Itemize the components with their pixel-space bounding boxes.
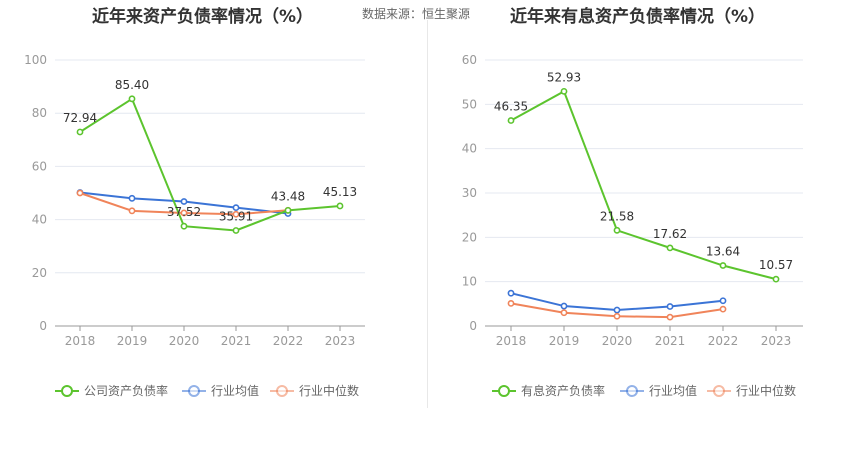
right-industry-avg-point [719,297,727,305]
right-legend-company-marker [498,385,510,397]
left-data-label: 43.48 [271,189,305,203]
right-legend-company-label: 有息资产负债率 [521,383,605,398]
right-x-tick-label: 2019 [549,334,580,348]
right-legend-industry-median-marker [713,385,725,397]
left-legend-industry-avg-marker [188,385,200,397]
left-y-tick-label: 60 [32,159,47,173]
right-company-point [666,244,674,252]
panel-divider [427,20,428,408]
left-x-tick-label: 2019 [117,334,148,348]
right-company-point [613,226,621,234]
right-data-label: 10.57 [759,258,793,272]
left-y-tick-label: 0 [39,319,47,333]
right-industry-avg-point [560,302,568,310]
left-data-label: 35.91 [219,209,253,223]
right-y-tick-label: 40 [462,142,477,156]
right-x-tick-label: 2020 [602,334,633,348]
right-x-tick-label: 2022 [708,334,739,348]
right-company-point [560,87,568,95]
left-x-tick-label: 2023 [325,334,356,348]
left-company-line [79,97,341,232]
right-industry-avg-point [666,303,674,310]
left-industry-median-point [128,207,136,215]
left-x-tick-label: 2020 [169,334,200,348]
left-data-label: 37.52 [167,205,201,219]
right-industry-avg-point [507,289,515,297]
right-company-point [507,117,515,124]
right-data-label: 17.62 [653,227,687,241]
left-legend-company-label: 公司资产负债率 [84,383,168,398]
left-x-tick-label: 2018 [65,334,96,348]
left-industry-avg-point [232,204,240,212]
right-y-tick-label: 20 [462,230,477,244]
right-legend-industry-avg-marker [626,385,638,397]
left-y-tick-label: 100 [24,53,47,67]
right-y-tick-label: 10 [462,275,477,289]
right-legend-industry-avg-label: 行业均值 [649,383,697,398]
left-x-tick-label: 2021 [221,334,252,348]
right-company-point [719,262,727,269]
left-y-tick-label: 40 [32,213,47,227]
right-x-tick-label: 2021 [655,334,686,348]
right-data-label: 52.93 [547,70,581,84]
right-industry-median-point [613,312,621,320]
left-legend-industry-median-label: 行业中位数 [299,383,359,398]
right-y-tick-label: 60 [462,53,477,67]
right-data-label: 46.35 [494,100,528,114]
right-company-line [510,89,777,281]
right-industry-avg-point [613,306,621,314]
right-y-tick-label: 0 [469,319,477,333]
left-x-tick-label: 2022 [273,334,304,348]
left-legend-industry-avg-label: 行业均值 [211,383,259,398]
right-industry-median-point [719,305,727,313]
right-company-point [772,275,780,283]
left-industry-median-point [76,189,84,197]
left-legend-industry-median-marker [276,385,288,397]
left-company-point [284,206,292,214]
left-y-tick-label: 20 [32,266,47,280]
left-legend-company-marker [61,385,73,397]
left-chart-title: 近年来资产负债率情况（%） [92,7,314,27]
left-industry-median-point [232,210,240,218]
right-industry-median-point [560,309,568,317]
right-legend-industry-median-label: 行业中位数 [736,383,796,398]
left-industry-avg-point [128,194,136,202]
right-industry-median-point [507,299,515,307]
right-y-tick-label: 30 [462,186,477,200]
right-x-tick-label: 2018 [496,334,527,348]
data-source-label: 数据来源：恒生聚源 [362,7,471,21]
left-data-label: 72.94 [63,111,97,125]
left-y-tick-label: 80 [32,106,47,120]
left-data-label: 45.13 [323,185,357,199]
right-y-tick-label: 50 [462,97,477,111]
right-industry-median-point [666,313,674,321]
right-data-label: 21.58 [600,209,634,223]
left-industry-avg-point [180,198,188,205]
left-company-point [76,128,84,136]
right-chart-title: 近年来有息资产负债率情况（%） [510,7,766,27]
left-company-point [128,95,136,103]
left-industry-median-point [180,209,188,217]
right-data-label: 13.64 [706,245,740,259]
left-data-label: 85.40 [115,78,149,92]
right-x-tick-label: 2023 [761,334,792,348]
left-company-point [180,222,188,230]
left-company-point [336,202,344,210]
left-company-point [232,227,240,234]
